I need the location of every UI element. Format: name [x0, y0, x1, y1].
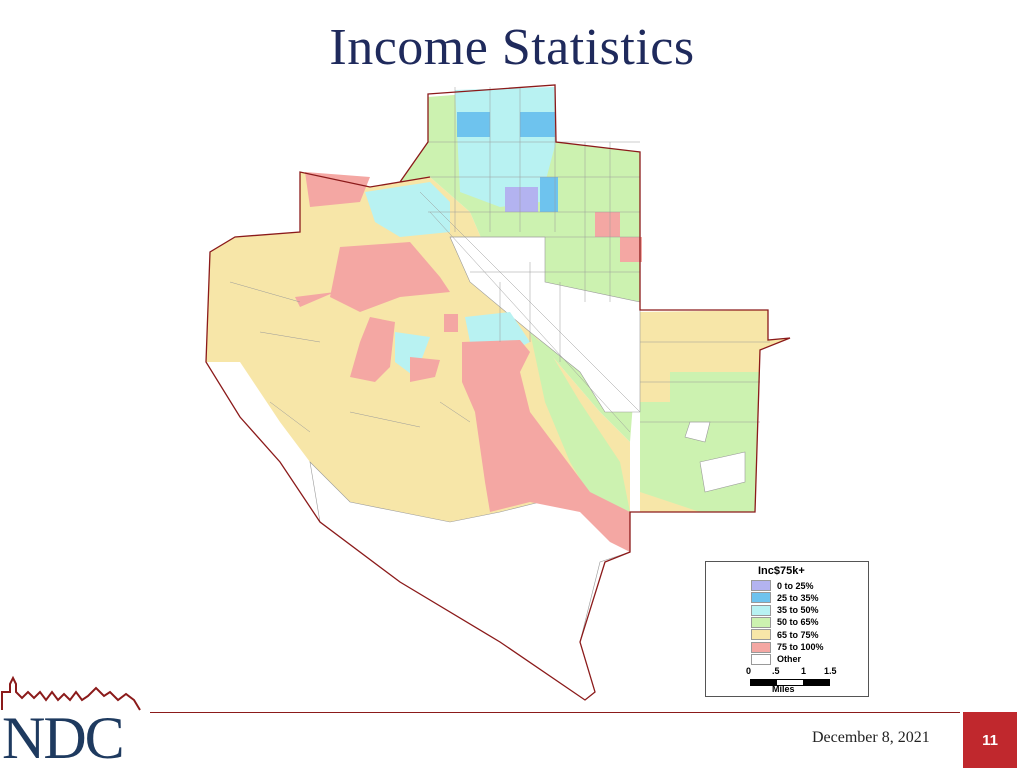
legend-label: 50 to 65%	[777, 617, 819, 628]
region-25-35	[457, 112, 558, 212]
map-legend: Inc$75k+ 0 to 25% 25 to 35% 35 to 50% 50 to…	[705, 561, 869, 697]
legend-item: 65 to 75%	[751, 629, 819, 641]
scale-tick: 1	[801, 666, 807, 676]
city-boundary	[205, 84, 791, 701]
legend-label: Other	[777, 654, 802, 665]
page-number: 11	[963, 712, 1017, 768]
region-50-65-corridor	[530, 332, 630, 512]
footer-divider	[150, 712, 960, 713]
legend-swatch	[751, 580, 771, 591]
ndc-logo-text: NDC	[2, 705, 125, 771]
region-35-50	[365, 87, 556, 377]
legend-swatch	[751, 592, 771, 604]
legend-item: 35 to 50%	[751, 604, 819, 616]
income-map	[205, 84, 791, 701]
region-0-25	[505, 187, 538, 212]
scale-tick: 1.5	[824, 666, 837, 676]
legend-item: Other	[751, 653, 802, 665]
legend-swatch	[751, 629, 771, 641]
region-75-100	[295, 172, 642, 552]
slide-date: December 8, 2021	[812, 729, 930, 746]
legend-item: 25 to 35%	[751, 592, 819, 604]
ndc-logo-skyline	[1, 675, 141, 711]
parcel-lines	[229, 87, 770, 433]
legend-label: 35 to 50%	[777, 605, 819, 616]
legend-swatch	[751, 653, 771, 665]
legend-item: 50 to 65%	[751, 616, 819, 628]
scale-tick: .5	[772, 666, 780, 676]
legend-swatch	[751, 604, 771, 616]
scale-bar	[750, 679, 830, 686]
legend-title: Inc$75k+	[758, 565, 805, 577]
legend-item: 0 to 25%	[751, 580, 814, 591]
legend-item: 75 to 100%	[751, 641, 824, 653]
legend-label: 25 to 35%	[777, 592, 819, 603]
scale-ticks: 0 .5 1 1.5	[746, 666, 837, 678]
slide-title: Income Statistics	[329, 19, 695, 76]
legend-label: 75 to 100%	[777, 642, 824, 652]
legend-label: 65 to 75%	[777, 629, 819, 640]
legend-swatch	[751, 641, 771, 653]
scale-unit: Miles	[772, 684, 795, 694]
legend-label: 0 to 25%	[777, 580, 814, 591]
legend-swatch	[751, 616, 771, 628]
scale-tick: 0	[746, 666, 752, 676]
